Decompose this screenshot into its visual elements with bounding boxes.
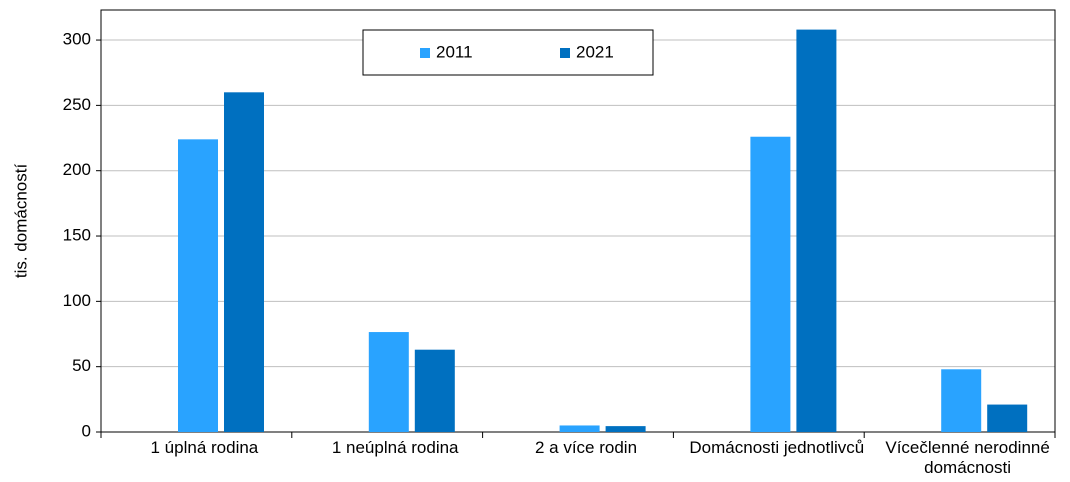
y-tick-label: 300 (63, 30, 91, 49)
bar (368, 332, 409, 432)
x-tick-label: Domácnosti jednotlivců (689, 438, 865, 457)
bar (178, 139, 218, 432)
x-tick-label: 2 a více rodin (534, 438, 638, 457)
bar (224, 92, 264, 432)
y-tick-label: 50 (72, 356, 91, 375)
legend-swatch (420, 48, 430, 58)
x-tick-label: Vícečlenné nerodinné domácnosti (885, 438, 1050, 477)
bar (987, 404, 1028, 432)
x-tick-label: 1 úplná rodina (150, 438, 259, 457)
legend-label: 2011 (436, 42, 473, 61)
bar (414, 349, 455, 432)
y-axis-label: tis. domácností (11, 164, 30, 279)
legend-label: 2021 (576, 42, 614, 61)
legend-box (362, 29, 654, 76)
bar (559, 425, 600, 432)
bar (605, 426, 646, 432)
legend-swatch (560, 48, 570, 58)
y-tick-label: 0 (82, 421, 91, 440)
bar (750, 136, 791, 432)
y-tick-label: 150 (63, 226, 91, 245)
y-tick-label: 250 (63, 95, 91, 114)
bar (941, 369, 982, 432)
bar (796, 29, 837, 432)
y-tick-label: 100 (63, 291, 91, 310)
x-tick-label: 1 neúplná rodina (331, 438, 459, 457)
y-tick-label: 200 (63, 160, 91, 179)
